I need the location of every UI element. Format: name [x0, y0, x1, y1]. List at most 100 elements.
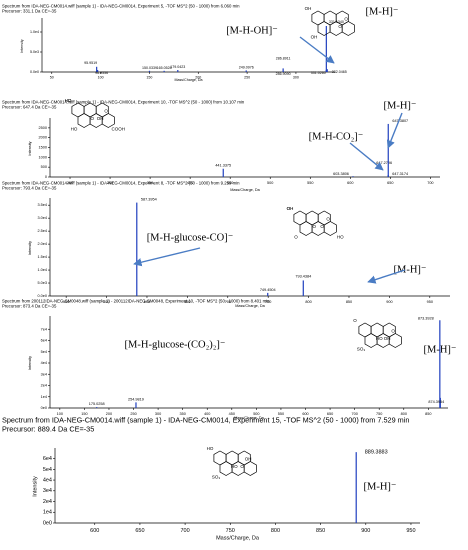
- peak-label: 874.3954: [428, 400, 444, 404]
- y-tick-label: 2.0e4: [37, 242, 47, 246]
- peak: [282, 68, 284, 72]
- x-tick-label: 700: [181, 528, 190, 534]
- peak-label: 889.3883: [365, 450, 388, 456]
- x-tick-label: 900: [361, 528, 370, 534]
- structure-ring: [341, 21, 355, 36]
- peak-label: 96.9556: [95, 71, 108, 75]
- structure-label: O: [90, 116, 94, 121]
- peak-label: 150.0339: [142, 66, 157, 70]
- structure-label: HO: [207, 446, 214, 451]
- structure-ring: [299, 221, 313, 236]
- y-tick-label: 0.0e0: [30, 70, 39, 74]
- y-tick-label: 3e4: [43, 488, 52, 494]
- peak: [96, 407, 98, 408]
- peak-label: 603.3806: [333, 172, 349, 176]
- x-tick-label: 300: [155, 412, 161, 416]
- y-tick-label: 0e0: [41, 406, 47, 410]
- structure-label: OH: [287, 206, 294, 211]
- x-tick-label: 100: [57, 412, 63, 416]
- y-axis-label: Intensity: [32, 476, 38, 497]
- annotation: [M-H]⁻: [364, 481, 397, 492]
- annotation: [M-H]⁻: [394, 264, 427, 275]
- panel-title: Spectrum from 200112IDA-NEG-SM0048.wiff …: [2, 298, 270, 303]
- peak: [148, 70, 151, 72]
- y-tick-label: 2.5e4: [37, 229, 47, 233]
- peak: [439, 320, 441, 408]
- peak-label: 286.8911: [276, 56, 291, 60]
- peak: [282, 71, 284, 72]
- peak-label: 647.3807: [392, 119, 408, 123]
- y-axis-label: Intensity: [20, 39, 24, 53]
- x-tick-label: 250: [244, 76, 250, 80]
- arrow: [349, 142, 384, 171]
- y-tick-label: 6e4: [41, 339, 47, 343]
- y-tick-label: 5e4: [43, 467, 52, 473]
- annotation: [M-H]⁻: [384, 100, 417, 111]
- x-axis-label: Mass/Charge, Da: [175, 78, 203, 82]
- y-tick-label: 0: [45, 175, 47, 179]
- structure-ring: [323, 221, 337, 236]
- peak: [163, 70, 165, 72]
- x-tick-label: 700: [351, 412, 357, 416]
- structure-ring: [388, 333, 402, 348]
- x-tick-label: 700: [427, 181, 433, 185]
- x-tick-label: 950: [406, 528, 415, 534]
- x-tick-label: 600: [144, 300, 150, 304]
- x-tick-label: 400: [187, 181, 193, 185]
- peak-label: 254.9819: [128, 397, 144, 401]
- panel-title: Spectrum from IDA-NEG-CM0014.wiff (sampl…: [2, 180, 240, 185]
- structure-ring: [317, 21, 331, 36]
- structure-label: HO: [65, 98, 72, 103]
- x-tick-label: 550: [278, 412, 284, 416]
- peak: [222, 168, 224, 177]
- y-tick-label: 1e4: [43, 510, 52, 516]
- x-tick-label: 800: [271, 528, 280, 534]
- y-tick-label: 1500: [39, 146, 47, 150]
- peak: [302, 280, 304, 296]
- peak-label: 179.0423: [170, 65, 185, 69]
- structure-label: HO: [231, 464, 238, 469]
- peak: [177, 70, 179, 72]
- peak-label: 647.3174: [392, 172, 408, 176]
- structure-label: O: [312, 224, 316, 229]
- structure-label: OH: [287, 206, 294, 211]
- y-tick-label: 5.0e3: [30, 50, 39, 54]
- panel-subtitle: Precursor: 889.4 Da CE=-35: [2, 424, 94, 433]
- x-tick-label: 750: [376, 412, 382, 416]
- peak: [97, 70, 99, 72]
- x-tick-label: 950: [427, 300, 433, 304]
- y-tick-label: 1.5e4: [37, 255, 47, 259]
- y-tick-label: 5.0e3: [37, 281, 47, 285]
- panel-subtitle: Precursor: 873.4 Da CE=-35: [2, 303, 57, 308]
- x-axis-label: Mass/Charge, Da: [216, 535, 260, 541]
- x-tick-label: 100: [98, 76, 104, 80]
- structure-label: HO: [65, 98, 72, 103]
- structure-label: O: [320, 224, 324, 229]
- structure-label: O: [344, 17, 348, 22]
- x-tick-label: 300: [293, 76, 299, 80]
- y-tick-label: 1.0e4: [37, 268, 47, 272]
- peak-label: 793.4384: [295, 274, 311, 278]
- structure-label: OH: [245, 457, 252, 462]
- peak-label: 332.0465: [332, 70, 347, 74]
- y-tick-label: 2500: [39, 126, 47, 130]
- arrow: [386, 112, 403, 149]
- y-tick-label: 0.0e0: [37, 294, 47, 298]
- x-tick-label: 450: [227, 181, 233, 185]
- x-tick-label: 600: [302, 412, 308, 416]
- x-tick-label: 200: [106, 412, 112, 416]
- structure-ring: [243, 461, 257, 476]
- structure-label: SO₃: [212, 475, 221, 480]
- structure-label: OH: [311, 35, 318, 40]
- annotation: [M-H-OH]⁻: [226, 25, 278, 36]
- x-tick-label: 600: [347, 181, 353, 185]
- peak: [325, 26, 327, 72]
- x-tick-label: 800: [305, 300, 311, 304]
- x-tick-label: 200: [195, 76, 201, 80]
- peak: [439, 397, 441, 408]
- y-tick-label: 3.0e4: [37, 216, 47, 220]
- y-tick-label: 500: [41, 165, 47, 169]
- peak: [387, 123, 389, 177]
- peak: [136, 202, 138, 296]
- x-tick-label: 650: [387, 181, 393, 185]
